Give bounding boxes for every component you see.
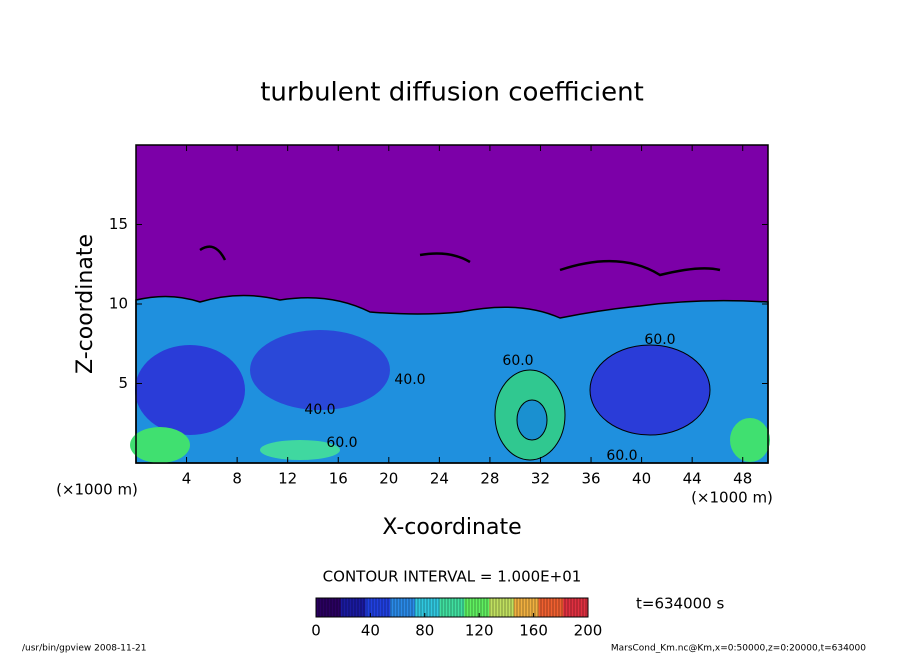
contour-label: 40.0 bbox=[304, 402, 335, 418]
field-region bbox=[130, 427, 190, 463]
contour-label: 60.0 bbox=[326, 435, 357, 451]
x-tick-label: 4 bbox=[182, 470, 192, 488]
field bbox=[130, 144, 770, 464]
field-region bbox=[730, 418, 770, 462]
x-axis-label: X-coordinate bbox=[382, 515, 521, 540]
y-axis-label: Z-coordinate bbox=[73, 234, 98, 374]
colorbar-segment bbox=[365, 598, 391, 617]
field-region bbox=[250, 330, 390, 410]
field-region bbox=[516, 399, 548, 441]
colorbar-segment bbox=[538, 598, 564, 617]
colorbar-segment bbox=[414, 598, 441, 617]
colorbar-segment bbox=[340, 598, 366, 617]
x-tick-label: 40 bbox=[632, 470, 651, 488]
field-region bbox=[589, 344, 711, 436]
x-tick-label: 36 bbox=[581, 470, 600, 488]
field-region bbox=[135, 345, 245, 435]
x-tick-label: 48 bbox=[733, 470, 752, 488]
contour-label: 40.0 bbox=[394, 372, 425, 388]
colorbar-tick-label: 0 bbox=[311, 622, 321, 640]
colorbar-tick-label: 40 bbox=[361, 622, 380, 640]
x-unit: (×1000 m) bbox=[691, 489, 773, 507]
y-tick-label: 10 bbox=[109, 295, 128, 313]
colorbar-tick-label: 120 bbox=[465, 622, 494, 640]
colorbar-segment bbox=[439, 598, 465, 617]
x-tick-label: 12 bbox=[278, 470, 297, 488]
x-tick-label: 8 bbox=[232, 470, 242, 488]
time-label: t=634000 s bbox=[636, 595, 724, 613]
x-tick-label: 28 bbox=[480, 470, 499, 488]
x-tick-label: 16 bbox=[329, 470, 348, 488]
colorbar-tick-label: 160 bbox=[519, 622, 548, 640]
colorbar-segment bbox=[316, 598, 342, 617]
colorbar-segment bbox=[563, 598, 589, 617]
x-tick-label: 32 bbox=[531, 470, 550, 488]
chart-title: turbulent diffusion coefficient bbox=[260, 78, 644, 108]
contour-label: 60.0 bbox=[644, 332, 675, 348]
colorbar-segment bbox=[464, 598, 490, 617]
x-unit: (×1000 m) bbox=[56, 481, 138, 499]
contour-label: 60.0 bbox=[606, 448, 637, 464]
x-tick-label: 44 bbox=[683, 470, 702, 488]
colorbar-tick-label: 80 bbox=[415, 622, 434, 640]
contour-line bbox=[199, 245, 721, 277]
y-tick-label: 15 bbox=[109, 215, 128, 233]
x-tick-label: 24 bbox=[430, 470, 449, 488]
contour-label: 60.0 bbox=[502, 353, 533, 369]
footer-left: /usr/bin/gpview 2008-11-21 bbox=[22, 644, 146, 654]
y-tick-label: 5 bbox=[118, 374, 128, 392]
colorbar-frame bbox=[315, 597, 589, 618]
x-tick-label: 20 bbox=[379, 470, 398, 488]
contour-interval: CONTOUR INTERVAL = 1.000E+01 bbox=[323, 568, 582, 586]
colorbar-tick-label: 200 bbox=[574, 622, 603, 640]
footer-right: MarsCond_Km.nc@Km,x=0:50000,z=0:20000,t=… bbox=[611, 644, 866, 654]
field-region bbox=[260, 440, 340, 460]
